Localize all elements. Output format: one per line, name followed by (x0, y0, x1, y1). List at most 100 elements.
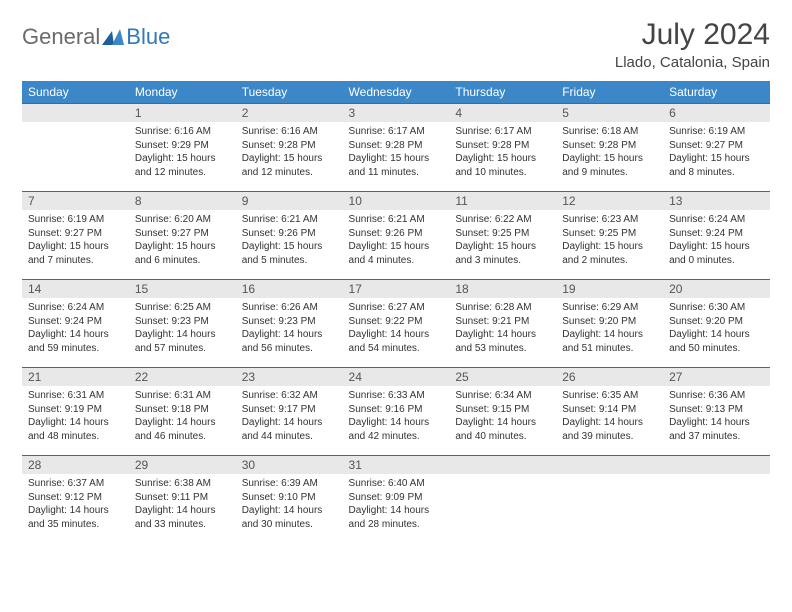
calendar-cell: 7Sunrise: 6:19 AMSunset: 9:27 PMDaylight… (22, 192, 129, 280)
brand-part2: Blue (126, 24, 170, 50)
day-number: 14 (22, 280, 129, 298)
calendar-cell (22, 104, 129, 192)
month-title: July 2024 (615, 18, 770, 52)
day-number: 5 (556, 104, 663, 122)
day-number: 25 (449, 368, 556, 386)
calendar-cell: 18Sunrise: 6:28 AMSunset: 9:21 PMDayligh… (449, 280, 556, 368)
calendar-cell: 6Sunrise: 6:19 AMSunset: 9:27 PMDaylight… (663, 104, 770, 192)
calendar-row: 28Sunrise: 6:37 AMSunset: 9:12 PMDayligh… (22, 456, 770, 544)
day-number-empty (663, 456, 770, 474)
brand-logo: General Blue (22, 18, 170, 50)
day-number: 7 (22, 192, 129, 210)
calendar-table: SundayMondayTuesdayWednesdayThursdayFrid… (22, 81, 770, 544)
day-details: Sunrise: 6:18 AMSunset: 9:28 PMDaylight:… (556, 122, 663, 183)
calendar-cell: 1Sunrise: 6:16 AMSunset: 9:29 PMDaylight… (129, 104, 236, 192)
day-number: 27 (663, 368, 770, 386)
calendar-cell: 3Sunrise: 6:17 AMSunset: 9:28 PMDaylight… (343, 104, 450, 192)
day-number: 30 (236, 456, 343, 474)
calendar-row: 14Sunrise: 6:24 AMSunset: 9:24 PMDayligh… (22, 280, 770, 368)
day-details: Sunrise: 6:35 AMSunset: 9:14 PMDaylight:… (556, 386, 663, 447)
day-details: Sunrise: 6:29 AMSunset: 9:20 PMDaylight:… (556, 298, 663, 359)
calendar-cell: 19Sunrise: 6:29 AMSunset: 9:20 PMDayligh… (556, 280, 663, 368)
day-number-empty (556, 456, 663, 474)
day-number: 2 (236, 104, 343, 122)
day-number: 13 (663, 192, 770, 210)
calendar-cell: 28Sunrise: 6:37 AMSunset: 9:12 PMDayligh… (22, 456, 129, 544)
day-header: Friday (556, 81, 663, 104)
day-number: 3 (343, 104, 450, 122)
day-details: Sunrise: 6:23 AMSunset: 9:25 PMDaylight:… (556, 210, 663, 271)
day-details: Sunrise: 6:28 AMSunset: 9:21 PMDaylight:… (449, 298, 556, 359)
day-number-empty (449, 456, 556, 474)
day-number: 8 (129, 192, 236, 210)
day-number: 29 (129, 456, 236, 474)
calendar-cell: 11Sunrise: 6:22 AMSunset: 9:25 PMDayligh… (449, 192, 556, 280)
day-header: Saturday (663, 81, 770, 104)
day-number: 19 (556, 280, 663, 298)
calendar-cell: 29Sunrise: 6:38 AMSunset: 9:11 PMDayligh… (129, 456, 236, 544)
day-number: 18 (449, 280, 556, 298)
day-number: 31 (343, 456, 450, 474)
day-details: Sunrise: 6:21 AMSunset: 9:26 PMDaylight:… (236, 210, 343, 271)
day-details: Sunrise: 6:20 AMSunset: 9:27 PMDaylight:… (129, 210, 236, 271)
calendar-cell: 17Sunrise: 6:27 AMSunset: 9:22 PMDayligh… (343, 280, 450, 368)
day-details: Sunrise: 6:24 AMSunset: 9:24 PMDaylight:… (663, 210, 770, 271)
day-number: 28 (22, 456, 129, 474)
day-number: 10 (343, 192, 450, 210)
calendar-cell: 14Sunrise: 6:24 AMSunset: 9:24 PMDayligh… (22, 280, 129, 368)
calendar-cell: 2Sunrise: 6:16 AMSunset: 9:28 PMDaylight… (236, 104, 343, 192)
day-details: Sunrise: 6:17 AMSunset: 9:28 PMDaylight:… (343, 122, 450, 183)
day-header: Wednesday (343, 81, 450, 104)
calendar-cell: 26Sunrise: 6:35 AMSunset: 9:14 PMDayligh… (556, 368, 663, 456)
day-header: Monday (129, 81, 236, 104)
day-details: Sunrise: 6:37 AMSunset: 9:12 PMDaylight:… (22, 474, 129, 535)
day-header-row: SundayMondayTuesdayWednesdayThursdayFrid… (22, 81, 770, 104)
calendar-cell: 23Sunrise: 6:32 AMSunset: 9:17 PMDayligh… (236, 368, 343, 456)
day-details: Sunrise: 6:32 AMSunset: 9:17 PMDaylight:… (236, 386, 343, 447)
day-number: 23 (236, 368, 343, 386)
day-number: 24 (343, 368, 450, 386)
calendar-cell: 9Sunrise: 6:21 AMSunset: 9:26 PMDaylight… (236, 192, 343, 280)
day-details: Sunrise: 6:31 AMSunset: 9:18 PMDaylight:… (129, 386, 236, 447)
calendar-cell: 30Sunrise: 6:39 AMSunset: 9:10 PMDayligh… (236, 456, 343, 544)
day-number: 1 (129, 104, 236, 122)
day-details: Sunrise: 6:33 AMSunset: 9:16 PMDaylight:… (343, 386, 450, 447)
calendar-cell: 10Sunrise: 6:21 AMSunset: 9:26 PMDayligh… (343, 192, 450, 280)
day-header: Tuesday (236, 81, 343, 104)
calendar-cell: 24Sunrise: 6:33 AMSunset: 9:16 PMDayligh… (343, 368, 450, 456)
day-details: Sunrise: 6:16 AMSunset: 9:28 PMDaylight:… (236, 122, 343, 183)
brand-part1: General (22, 24, 100, 50)
logo-mark-icon (102, 29, 124, 45)
day-number: 21 (22, 368, 129, 386)
day-number: 22 (129, 368, 236, 386)
day-number: 17 (343, 280, 450, 298)
day-details: Sunrise: 6:17 AMSunset: 9:28 PMDaylight:… (449, 122, 556, 183)
day-details: Sunrise: 6:21 AMSunset: 9:26 PMDaylight:… (343, 210, 450, 271)
day-details: Sunrise: 6:34 AMSunset: 9:15 PMDaylight:… (449, 386, 556, 447)
calendar-cell: 8Sunrise: 6:20 AMSunset: 9:27 PMDaylight… (129, 192, 236, 280)
day-details: Sunrise: 6:30 AMSunset: 9:20 PMDaylight:… (663, 298, 770, 359)
day-details: Sunrise: 6:16 AMSunset: 9:29 PMDaylight:… (129, 122, 236, 183)
day-details: Sunrise: 6:38 AMSunset: 9:11 PMDaylight:… (129, 474, 236, 535)
day-details: Sunrise: 6:24 AMSunset: 9:24 PMDaylight:… (22, 298, 129, 359)
location-text: Llado, Catalonia, Spain (615, 54, 770, 71)
day-details: Sunrise: 6:19 AMSunset: 9:27 PMDaylight:… (22, 210, 129, 271)
day-details: Sunrise: 6:22 AMSunset: 9:25 PMDaylight:… (449, 210, 556, 271)
day-details: Sunrise: 6:40 AMSunset: 9:09 PMDaylight:… (343, 474, 450, 535)
day-number: 26 (556, 368, 663, 386)
calendar-cell: 15Sunrise: 6:25 AMSunset: 9:23 PMDayligh… (129, 280, 236, 368)
calendar-row: 1Sunrise: 6:16 AMSunset: 9:29 PMDaylight… (22, 104, 770, 192)
calendar-cell: 21Sunrise: 6:31 AMSunset: 9:19 PMDayligh… (22, 368, 129, 456)
calendar-body: 1Sunrise: 6:16 AMSunset: 9:29 PMDaylight… (22, 104, 770, 544)
day-number: 11 (449, 192, 556, 210)
day-details: Sunrise: 6:39 AMSunset: 9:10 PMDaylight:… (236, 474, 343, 535)
calendar-cell (556, 456, 663, 544)
calendar-cell: 25Sunrise: 6:34 AMSunset: 9:15 PMDayligh… (449, 368, 556, 456)
day-details: Sunrise: 6:31 AMSunset: 9:19 PMDaylight:… (22, 386, 129, 447)
calendar-cell (449, 456, 556, 544)
day-number: 6 (663, 104, 770, 122)
calendar-cell: 5Sunrise: 6:18 AMSunset: 9:28 PMDaylight… (556, 104, 663, 192)
day-details: Sunrise: 6:26 AMSunset: 9:23 PMDaylight:… (236, 298, 343, 359)
day-number: 4 (449, 104, 556, 122)
day-number: 16 (236, 280, 343, 298)
